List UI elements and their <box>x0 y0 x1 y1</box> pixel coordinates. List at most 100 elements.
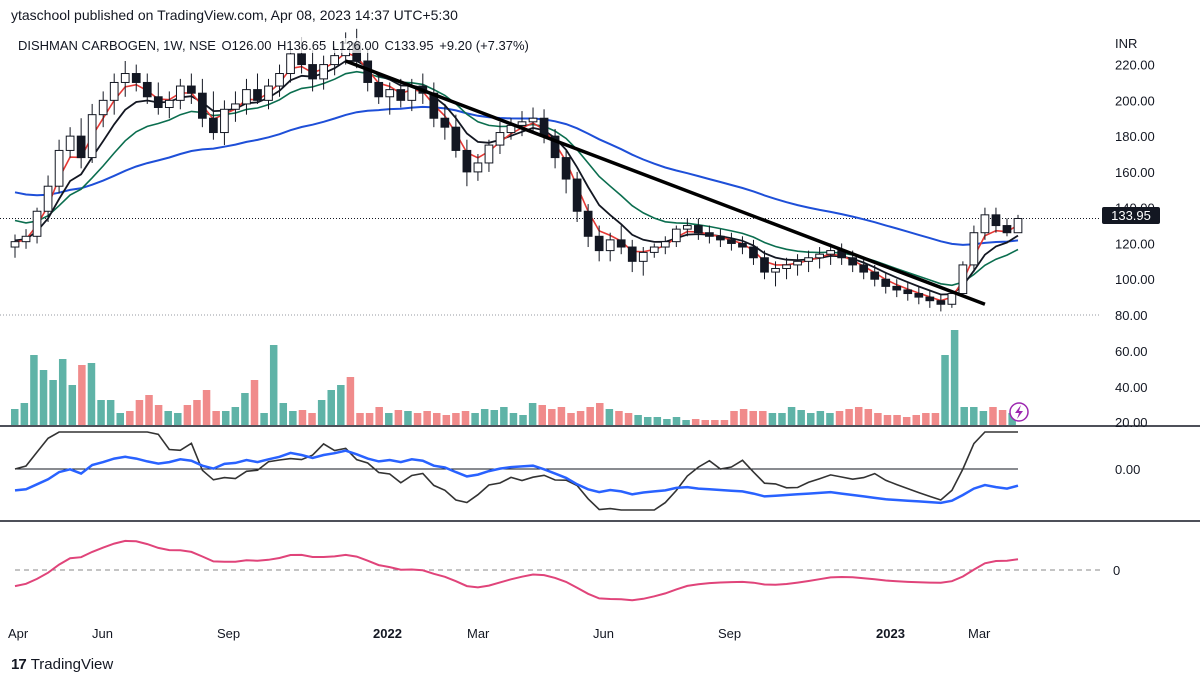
volume-bar <box>548 409 556 425</box>
candle-body <box>804 257 813 262</box>
volume-bar <box>950 330 959 425</box>
indicator2-pink-line <box>14 539 1019 602</box>
candle-body <box>738 242 747 248</box>
time-tick-label: Apr <box>8 626 29 641</box>
trendline-segment <box>345 59 986 306</box>
candle-body <box>782 264 791 269</box>
volume-bar <box>653 417 662 425</box>
candle-body <box>881 278 891 287</box>
last-price-tag: 133.95 <box>1102 207 1160 224</box>
candle-body <box>209 117 218 134</box>
volume-bar <box>807 413 815 425</box>
volume-bar <box>557 407 566 425</box>
tradingview-logo: 17 TradingView <box>11 656 113 673</box>
volume-bar <box>998 410 1007 425</box>
tradingview-logo-icon: 17 <box>11 656 27 673</box>
volume-bar <box>317 400 326 425</box>
moving-averages <box>14 51 1019 302</box>
currency-label: INR <box>1115 36 1137 51</box>
time-tick-label: 2022 <box>373 626 402 641</box>
volume-bar <box>912 415 921 425</box>
volume-bar <box>241 393 249 425</box>
volume-bar <box>471 413 479 425</box>
volume-bar <box>346 377 355 425</box>
volume-bar <box>480 409 489 425</box>
candle-body <box>65 135 75 151</box>
tradingview-logo-text: TradingView <box>30 656 114 673</box>
volume-bar <box>931 413 940 425</box>
volume-bar <box>883 415 892 425</box>
ohlc-open: O126.00 <box>221 38 272 53</box>
volume-bar <box>385 413 393 425</box>
volume-bar <box>106 400 115 425</box>
price-tick-label: 120.00 <box>1115 236 1155 251</box>
publish-line: ytaschool published on TradingView.com, … <box>11 7 458 23</box>
price-axis: INR220.00200.00180.00160.00140.00120.001… <box>1113 36 1155 578</box>
indicator-pane-2 <box>14 539 1100 602</box>
volume-bar <box>902 417 911 425</box>
candle-body <box>793 260 802 266</box>
lightning-bolt-icon <box>1015 405 1023 419</box>
volume-bar <box>970 407 978 425</box>
volume-bar <box>49 380 57 425</box>
symbol-legend: DISHMAN CARBOGEN, 1W, NSE O126.00 H136.6… <box>16 38 533 53</box>
candle-body <box>308 64 317 80</box>
candle-body <box>231 103 240 110</box>
candle-body <box>594 235 604 252</box>
candle-body <box>286 53 295 75</box>
volume-bar <box>413 413 422 425</box>
candle-body <box>727 239 736 244</box>
candle-body <box>903 289 913 295</box>
volume-bar <box>979 411 988 425</box>
volume-bar <box>432 413 441 425</box>
volume-bar <box>538 405 546 425</box>
volume-bar <box>365 413 374 425</box>
time-tick-label: Jun <box>593 626 614 641</box>
volume-bar <box>78 365 86 425</box>
volume-bar <box>893 415 901 425</box>
candle-body <box>396 89 406 101</box>
volume-bar <box>1008 413 1016 425</box>
volume-bar <box>221 411 230 425</box>
pane-separators <box>0 217 1200 522</box>
candle-body <box>649 246 659 253</box>
time-tick-label: Jun <box>92 626 113 641</box>
trendline[interactable] <box>345 59 986 306</box>
candle-body <box>473 162 483 173</box>
volume-bar <box>308 413 316 425</box>
volume-bar <box>596 403 604 425</box>
volume-bar <box>672 417 681 425</box>
volume-bar <box>797 410 805 425</box>
candle-body <box>153 96 163 109</box>
volume-bar <box>490 410 499 425</box>
chart-extras <box>1009 402 1029 422</box>
volume-bar <box>691 419 700 425</box>
volume-bar <box>68 385 77 425</box>
volume-bars <box>11 330 1016 425</box>
volume-bar <box>787 407 796 425</box>
candle-body <box>517 121 527 126</box>
volume-bar <box>874 413 882 425</box>
volume-bar <box>768 413 777 425</box>
candle-body <box>660 241 670 248</box>
volume-bar <box>720 420 729 425</box>
volume-bar <box>509 413 518 425</box>
volume-bar <box>394 410 403 425</box>
time-tick-label: Sep <box>217 626 240 641</box>
volume-tick-label: 20.00 <box>1115 415 1148 430</box>
candle-body <box>694 225 703 234</box>
volume-bar <box>145 395 153 425</box>
volume-bar <box>289 411 297 425</box>
candle-body <box>175 85 185 101</box>
price-tick-label: 100.00 <box>1115 272 1155 287</box>
candle-body <box>10 241 20 248</box>
candle-body <box>374 81 384 98</box>
candle-body <box>275 73 284 87</box>
candle-body <box>242 89 251 105</box>
candle-body <box>583 210 593 237</box>
volume-bar <box>634 415 642 425</box>
volume-tick-label: 40.00 <box>1115 380 1148 395</box>
candle-body <box>1002 225 1012 234</box>
time-tick-label: Mar <box>968 626 991 641</box>
volume-bar <box>183 405 192 425</box>
